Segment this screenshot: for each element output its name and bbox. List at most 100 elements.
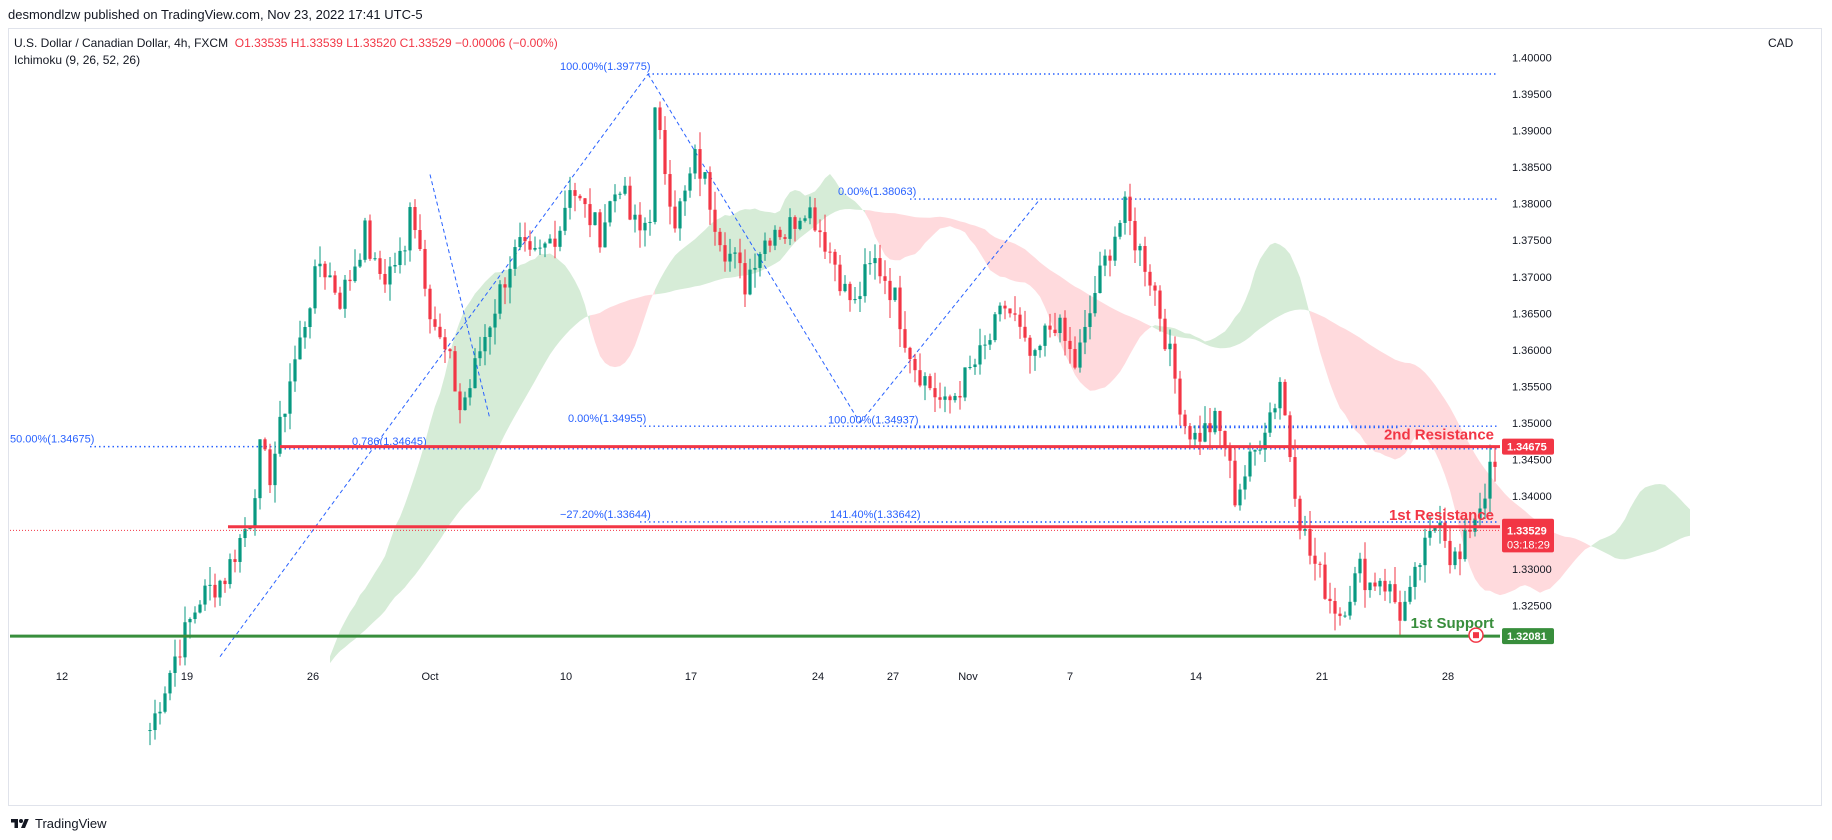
candle-body: [323, 263, 327, 278]
candle-body: [438, 326, 442, 338]
candle-body: [1238, 489, 1242, 506]
ichimoku-cloud-segment: [1555, 533, 1560, 584]
candle-body: [1483, 498, 1487, 509]
ichimoku-cloud-segment: [1660, 483, 1665, 549]
ichimoku-cloud-segment: [400, 504, 405, 593]
ichimoku-cloud-segment: [1270, 242, 1275, 322]
candle-body: [648, 221, 652, 223]
y-axis-tick: 1.34500: [1512, 454, 1552, 466]
ichimoku-cloud-segment: [1180, 330, 1185, 338]
candle-body: [158, 711, 162, 714]
candle-body: [1358, 558, 1362, 574]
ichimoku-cloud-segment: [355, 595, 360, 640]
candle-body: [1023, 326, 1027, 338]
candle-body: [1008, 308, 1012, 314]
candle-body: [183, 622, 187, 658]
candle-body: [1408, 586, 1412, 602]
candle-body: [963, 367, 967, 398]
ichimoku-cloud-segment: [1125, 314, 1130, 364]
ichimoku-cloud-segment: [605, 307, 610, 367]
candle-body: [1198, 432, 1202, 442]
candle-body: [768, 240, 772, 246]
candle-body: [723, 245, 727, 262]
ichimoku-cloud-segment: [490, 272, 495, 467]
candle-body: [313, 266, 317, 309]
support-1-price-tag-bg: [1502, 628, 1554, 645]
ichimoku-cloud-segment: [460, 308, 465, 511]
candle-body: [1363, 558, 1367, 591]
candle-body: [878, 258, 882, 277]
candle-body: [733, 252, 737, 254]
candle-body: [408, 207, 412, 251]
candle-body: [518, 237, 522, 248]
ichimoku-cloud-segment: [630, 298, 635, 356]
candle-body: [1088, 313, 1092, 327]
candle-body: [1203, 423, 1207, 442]
candle-body: [1178, 378, 1182, 415]
candle-body: [548, 238, 552, 244]
candle-body: [213, 584, 217, 598]
ichimoku-cloud-segment: [1385, 353, 1390, 458]
y-axis-tick: 1.36000: [1512, 345, 1552, 357]
candle-body: [978, 345, 982, 365]
candle-body: [643, 222, 647, 231]
y-axis-tick: 1.36500: [1512, 308, 1552, 320]
ichimoku-cloud-segment: [880, 212, 885, 255]
candle-body: [888, 280, 892, 301]
indicator-legend[interactable]: Ichimoku (9, 26, 52, 26): [14, 53, 141, 67]
candle-body: [413, 207, 417, 231]
ohlc-values: O1.33535 H1.33539 L1.33520 C1.33529 −0.0…: [234, 36, 558, 50]
ichimoku-cloud-segment: [1335, 323, 1340, 409]
ichimoku-cloud-segment: [850, 198, 855, 210]
ichimoku-cloud-segment: [665, 262, 670, 294]
candle-body: [1173, 343, 1177, 379]
candle-body: [1103, 255, 1107, 266]
candle-body: [553, 238, 557, 247]
ichimoku-cloud-segment: [1330, 320, 1335, 397]
candle-body: [1368, 582, 1372, 591]
ichimoku-cloud-segment: [1370, 344, 1375, 452]
candle-body: [893, 287, 897, 301]
candle-body: [1053, 329, 1057, 334]
ichimoku-cloud-segment: [700, 229, 705, 286]
candle-body: [1193, 432, 1197, 440]
candle-body: [1453, 551, 1457, 566]
y-axis-tick: 1.39500: [1512, 89, 1552, 101]
candle-body: [543, 243, 547, 248]
candle-body: [493, 313, 497, 328]
ichimoku-cloud-segment: [845, 194, 850, 210]
ichimoku-cloud-segment: [725, 214, 730, 279]
resistance-2-price-tag: 1.34675: [1507, 442, 1547, 454]
ichimoku-cloud-segment: [960, 221, 965, 233]
ichimoku-cloud-segment: [775, 210, 780, 264]
x-axis-tick: 28: [1442, 671, 1454, 683]
candle-body: [468, 388, 472, 398]
ichimoku-cloud-segment: [930, 217, 935, 239]
candle-body: [613, 194, 617, 202]
candle-body: [1218, 410, 1222, 431]
x-axis-tick: 27: [887, 671, 899, 683]
candle-body: [738, 252, 742, 264]
candle-body: [258, 439, 262, 499]
candle-body: [513, 247, 517, 269]
candle-body: [718, 231, 722, 246]
ichimoku-cloud-segment: [365, 580, 370, 631]
ichimoku-cloud-segment: [875, 211, 880, 246]
candle-body: [1113, 236, 1117, 261]
candle-body: [153, 713, 157, 731]
ichimoku-cloud-segment: [420, 442, 425, 569]
ichimoku-cloud-segment: [595, 312, 600, 356]
candle-body: [973, 364, 977, 368]
currency-label: CAD: [1768, 36, 1794, 50]
candle-body: [193, 612, 197, 620]
ichimoku-cloud-segment: [1225, 324, 1230, 349]
candle-body: [623, 185, 627, 194]
candle-body: [218, 580, 222, 598]
candle-body: [303, 327, 307, 338]
candle-body: [1428, 530, 1432, 538]
candle-body: [393, 265, 397, 267]
ichimoku-cloud-segment: [535, 253, 540, 381]
candle-body: [1233, 460, 1237, 506]
ichimoku-cloud-segment: [1095, 298, 1100, 391]
